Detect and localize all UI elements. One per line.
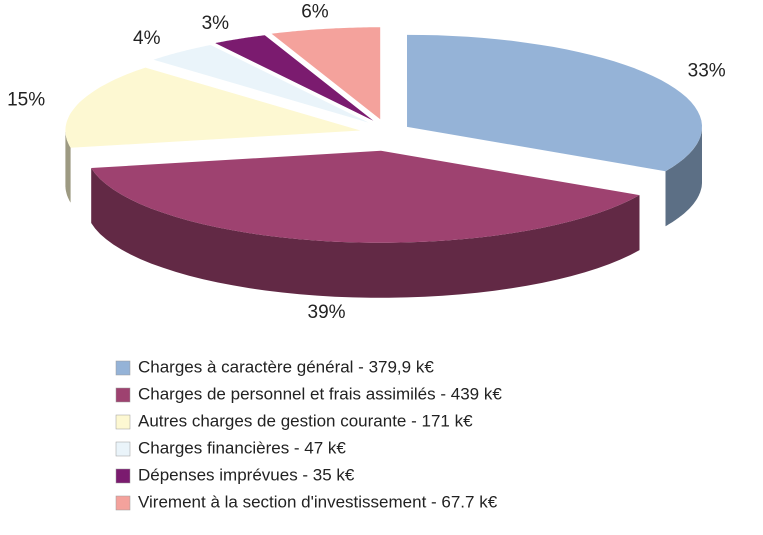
legend-label: Dépenses imprévues - 35 k€ bbox=[138, 465, 355, 484]
slice bbox=[271, 27, 381, 120]
slice bbox=[215, 35, 374, 121]
slice-side bbox=[665, 126, 702, 227]
value-label: 6% bbox=[301, 2, 329, 23]
legend-label: Autres charges de gestion courante - 171… bbox=[138, 411, 473, 430]
legend-swatch bbox=[115, 360, 131, 376]
slice bbox=[91, 150, 640, 243]
value-label: 15% bbox=[7, 89, 45, 110]
legend-label: Virement à la section d'investissement -… bbox=[138, 492, 498, 511]
slice bbox=[153, 45, 369, 123]
legend-swatch bbox=[115, 414, 131, 430]
legend-label: Charges à caractère général - 379,9 k€ bbox=[138, 357, 434, 376]
slice-side bbox=[65, 130, 71, 203]
legend-label: Charges de personnel et frais assimilés … bbox=[138, 384, 502, 403]
legend-swatch bbox=[115, 495, 131, 511]
legend-swatch bbox=[115, 468, 131, 484]
slice bbox=[65, 67, 361, 148]
legend-label: Charges financières - 47 k€ bbox=[138, 438, 346, 457]
value-label: 33% bbox=[688, 61, 726, 82]
value-label: 3% bbox=[202, 13, 230, 34]
value-label: 39% bbox=[308, 302, 346, 323]
value-label: 4% bbox=[133, 28, 161, 49]
slice-side bbox=[91, 168, 640, 298]
legend-swatch bbox=[115, 387, 131, 403]
legend-swatch bbox=[115, 441, 131, 457]
slice bbox=[407, 34, 702, 172]
